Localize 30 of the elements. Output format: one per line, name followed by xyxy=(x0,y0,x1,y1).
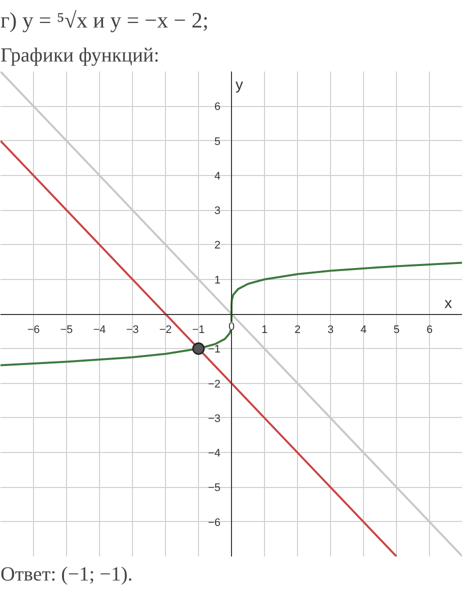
y-tick-label: −3 xyxy=(208,412,221,425)
chart-subtitle: Графики функций: xyxy=(0,44,160,66)
text: Ответ: (−1; −1). xyxy=(0,564,133,586)
x-tick-label: 4 xyxy=(360,324,367,336)
x-tick-label: −2 xyxy=(159,324,172,336)
y-tick-label: 3 xyxy=(214,205,221,218)
x-tick-label: −1 xyxy=(192,324,205,336)
chart-title: г) y = ⁵√x и y = −x − 2; xyxy=(0,8,209,32)
x-axis-title: x xyxy=(444,295,452,312)
x-tick-label: −4 xyxy=(93,324,106,336)
x-tick-label: −6 xyxy=(27,324,40,336)
x-tick-label: −3 xyxy=(126,324,139,336)
x-tick-label: 6 xyxy=(426,324,433,336)
y-tick-label: 5 xyxy=(214,136,221,148)
y-tick-label: −2 xyxy=(208,378,221,390)
x-tick-label: 2 xyxy=(294,324,301,336)
y-tick-label: 2 xyxy=(214,240,221,252)
y-tick-label: −6 xyxy=(208,516,221,529)
y-tick-label: 4 xyxy=(214,170,221,182)
y-tick-label: −4 xyxy=(208,448,221,460)
x-tick-label: 0 xyxy=(228,321,235,333)
y-tick-label: −1 xyxy=(208,344,221,356)
y-tick-label: 6 xyxy=(214,101,221,114)
x-tick-label: 1 xyxy=(261,324,268,336)
x-tick-label: 3 xyxy=(327,324,334,336)
x-tick-label: 5 xyxy=(393,324,400,336)
x-tick-label: −5 xyxy=(60,324,73,336)
y-axis-title: y xyxy=(236,76,244,94)
y-tick-label: −5 xyxy=(208,482,221,494)
y-tick-label: 1 xyxy=(214,274,221,286)
